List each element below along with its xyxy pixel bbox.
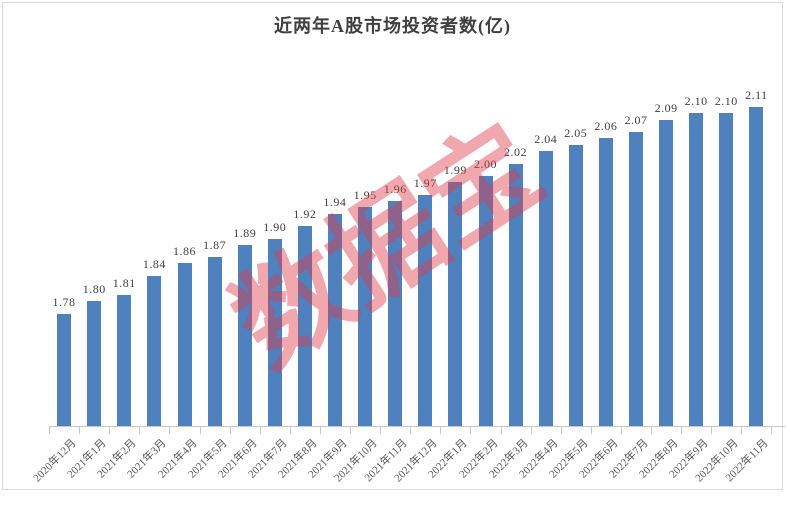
bar (448, 182, 463, 426)
bar (689, 113, 704, 426)
bar (719, 113, 734, 426)
bar-value-label: 1.97 (413, 176, 437, 190)
bar-value-label: 1.86 (173, 244, 196, 258)
bar-value-label: 1.80 (82, 282, 106, 296)
x-axis-tick (771, 426, 773, 434)
bar-value-label: 1.96 (383, 182, 407, 196)
x-axis-tick (530, 426, 532, 434)
bar-value-label: 1.78 (52, 295, 76, 309)
x-axis-tick (560, 426, 562, 434)
x-axis-tick (380, 426, 382, 434)
x-axis-tick (500, 426, 502, 434)
bar-value-label: 2.06 (594, 119, 618, 133)
bar (418, 195, 433, 426)
x-axis-tick (681, 426, 683, 434)
bar-value-label: 1.90 (263, 220, 287, 234)
bar-value-label: 2.02 (504, 145, 527, 159)
x-axis-tick (109, 426, 111, 434)
bar-value-label: 1.84 (142, 257, 166, 271)
bar (568, 145, 583, 426)
bar-value-label: 2.05 (564, 126, 588, 140)
bar-value-label: 2.04 (534, 132, 558, 146)
bar-value-label: 1.99 (443, 163, 467, 177)
bar (478, 176, 493, 426)
chart-frame: 近两年A股市场投资者数(亿) 1.78 2020年12月 1.80 2021年1月 1.… (2, 2, 785, 490)
x-axis-tick (350, 426, 351, 434)
bar-value-label: 2.00 (474, 157, 497, 171)
bar (538, 151, 553, 426)
bar (147, 276, 162, 426)
bar (508, 164, 523, 426)
x-axis-tick (620, 426, 622, 434)
bar (237, 245, 252, 426)
plot-area: 1.78 2020年12月 1.80 2021年1月 1.81 2021年2月 1.84 20… (3, 3, 785, 489)
bar (358, 207, 373, 426)
x-axis-tick (711, 426, 713, 434)
x-axis-tick (319, 426, 321, 434)
x-axis-tick (590, 426, 592, 434)
bar-value-label: 1.87 (203, 238, 227, 252)
bar-value-label: 1.95 (353, 188, 377, 202)
bar-value-label: 1.94 (323, 195, 347, 209)
bar-value-label: 2.10 (714, 94, 738, 108)
x-axis-tick (440, 426, 442, 434)
bar (87, 301, 102, 426)
x-axis-tick (651, 426, 652, 434)
x-axis-tick (741, 426, 743, 434)
bar-value-label: 1.92 (293, 207, 317, 221)
chart-title: 近两年A股市场投资者数(亿) (274, 16, 511, 36)
x-axis-tick (199, 426, 201, 434)
x-axis-tick (470, 426, 472, 434)
bar (629, 132, 643, 426)
bar (327, 214, 342, 426)
x-axis-tick (169, 426, 171, 434)
bar (177, 263, 192, 426)
x-axis-line (49, 426, 785, 427)
x-axis-tick (259, 426, 261, 434)
bar-value-label: 2.11 (745, 88, 768, 102)
bar-value-label: 1.89 (233, 226, 257, 240)
bar (388, 201, 403, 426)
x-axis-tick (289, 426, 291, 434)
bar (598, 138, 613, 426)
x-axis-tick (139, 426, 141, 434)
x-axis-tick (49, 426, 50, 434)
bar (749, 107, 764, 426)
bar-value-label: 2.07 (624, 113, 648, 127)
bar-value-label: 1.81 (112, 276, 136, 290)
bar (117, 295, 132, 426)
bar (659, 120, 674, 426)
x-axis-tick (229, 426, 231, 434)
bar (297, 226, 312, 426)
x-axis-tick (79, 426, 81, 434)
bar-value-label: 2.09 (654, 101, 678, 115)
bar (207, 257, 222, 426)
x-axis-tick (410, 426, 412, 434)
bar-value-label: 2.10 (684, 94, 708, 108)
bar (267, 239, 282, 426)
bar (57, 314, 71, 426)
